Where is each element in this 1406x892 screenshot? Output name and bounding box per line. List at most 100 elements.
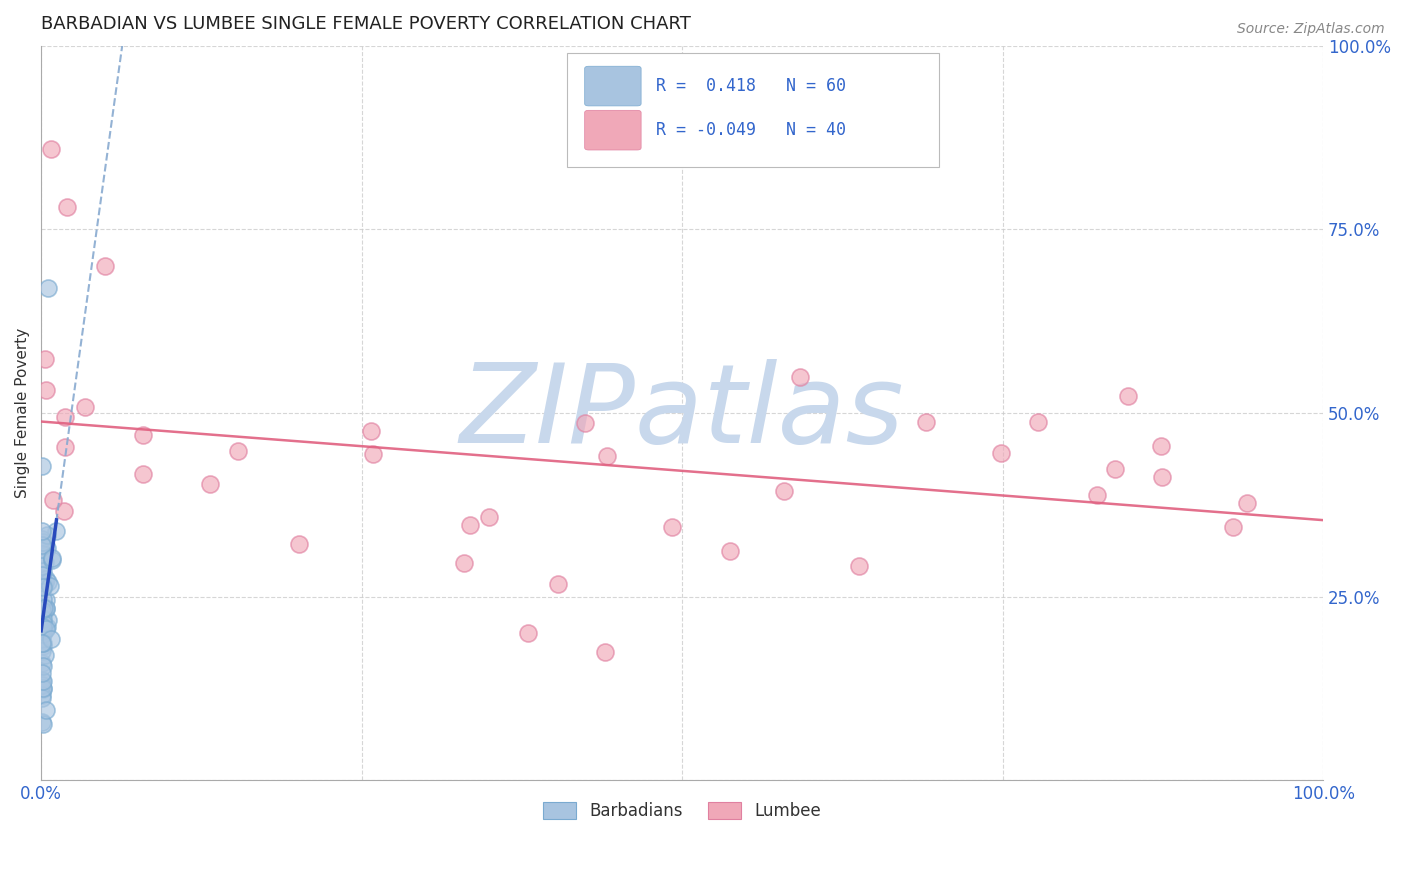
Point [31, 600, 53, 615]
Point [31, 592, 53, 607]
Point [41, 553, 63, 567]
Point [32, 717, 55, 731]
Point [31, 678, 53, 692]
Point [34, 575, 56, 590]
Point [1222, 520, 1244, 534]
Y-axis label: Single Female Poverty: Single Female Poverty [15, 328, 30, 498]
Text: R =  0.418   N = 60: R = 0.418 N = 60 [657, 77, 846, 95]
Point [990, 445, 1012, 459]
Point [1236, 496, 1258, 510]
Point [31, 579, 53, 593]
Point [35, 602, 58, 616]
Point [34, 555, 56, 569]
Text: BARBADIAN VS LUMBEE SINGLE FEMALE POVERTY CORRELATION CHART: BARBADIAN VS LUMBEE SINGLE FEMALE POVERT… [41, 15, 690, 33]
Point [1085, 488, 1108, 502]
Point [361, 447, 384, 461]
Point [31, 547, 53, 561]
Point [718, 544, 741, 558]
FancyBboxPatch shape [585, 66, 641, 106]
Point [35, 528, 58, 542]
Point [132, 428, 155, 442]
Point [574, 416, 596, 430]
Point [34, 351, 56, 366]
Point [789, 370, 811, 384]
Point [31, 564, 53, 578]
Point [32, 535, 55, 549]
Point [1104, 462, 1126, 476]
Point [32, 639, 55, 653]
Point [226, 444, 249, 458]
Point [34, 648, 56, 662]
Point [31, 666, 53, 681]
Point [198, 476, 221, 491]
Point [32, 579, 55, 593]
Point [31, 643, 53, 657]
Point [35, 600, 58, 615]
Point [517, 626, 540, 640]
Point [37, 574, 59, 589]
Point [32, 627, 55, 641]
Text: Source: ZipAtlas.com: Source: ZipAtlas.com [1237, 22, 1385, 37]
Point [39, 632, 62, 646]
Text: ZIPatlas: ZIPatlas [460, 359, 904, 467]
Point [596, 449, 619, 463]
Point [45, 524, 67, 538]
Point [1152, 470, 1174, 484]
Point [132, 467, 155, 481]
Point [31, 559, 53, 574]
Point [360, 424, 382, 438]
Point [35, 622, 58, 636]
Point [41, 551, 63, 566]
Point [32, 600, 55, 615]
Legend: Barbadians, Lumbee: Barbadians, Lumbee [536, 796, 828, 827]
Point [94, 259, 117, 273]
Point [42, 493, 65, 508]
Point [31, 524, 53, 539]
Point [1116, 389, 1139, 403]
Point [38, 579, 60, 593]
Point [458, 518, 481, 533]
Point [55, 410, 77, 425]
Point [1150, 439, 1173, 453]
Point [32, 674, 55, 689]
Point [31, 659, 53, 673]
Point [288, 537, 311, 551]
Point [32, 636, 55, 650]
Point [73, 400, 96, 414]
Point [31, 690, 53, 705]
Point [547, 576, 569, 591]
FancyBboxPatch shape [585, 111, 641, 150]
Point [772, 484, 794, 499]
Point [848, 559, 870, 574]
Point [478, 509, 501, 524]
Text: R = -0.049   N = 40: R = -0.049 N = 40 [657, 121, 846, 139]
Point [32, 624, 55, 638]
Point [53, 504, 76, 518]
Point [31, 537, 53, 551]
Point [35, 593, 58, 607]
Point [593, 645, 616, 659]
Point [35, 572, 58, 586]
Point [32, 682, 55, 697]
Point [53, 440, 76, 454]
Point [35, 703, 58, 717]
Point [32, 547, 55, 561]
Point [31, 636, 53, 650]
Point [35, 541, 58, 555]
Point [31, 458, 53, 473]
Point [31, 681, 53, 696]
Point [32, 612, 55, 626]
Point [31, 624, 53, 639]
Point [661, 520, 683, 534]
Point [37, 281, 59, 295]
Point [31, 714, 53, 729]
Point [31, 532, 53, 546]
Point [915, 415, 938, 429]
Point [31, 688, 53, 702]
Point [35, 620, 58, 634]
Point [32, 620, 55, 634]
Point [31, 580, 53, 594]
Point [31, 616, 53, 631]
Point [31, 602, 53, 616]
FancyBboxPatch shape [567, 53, 939, 167]
